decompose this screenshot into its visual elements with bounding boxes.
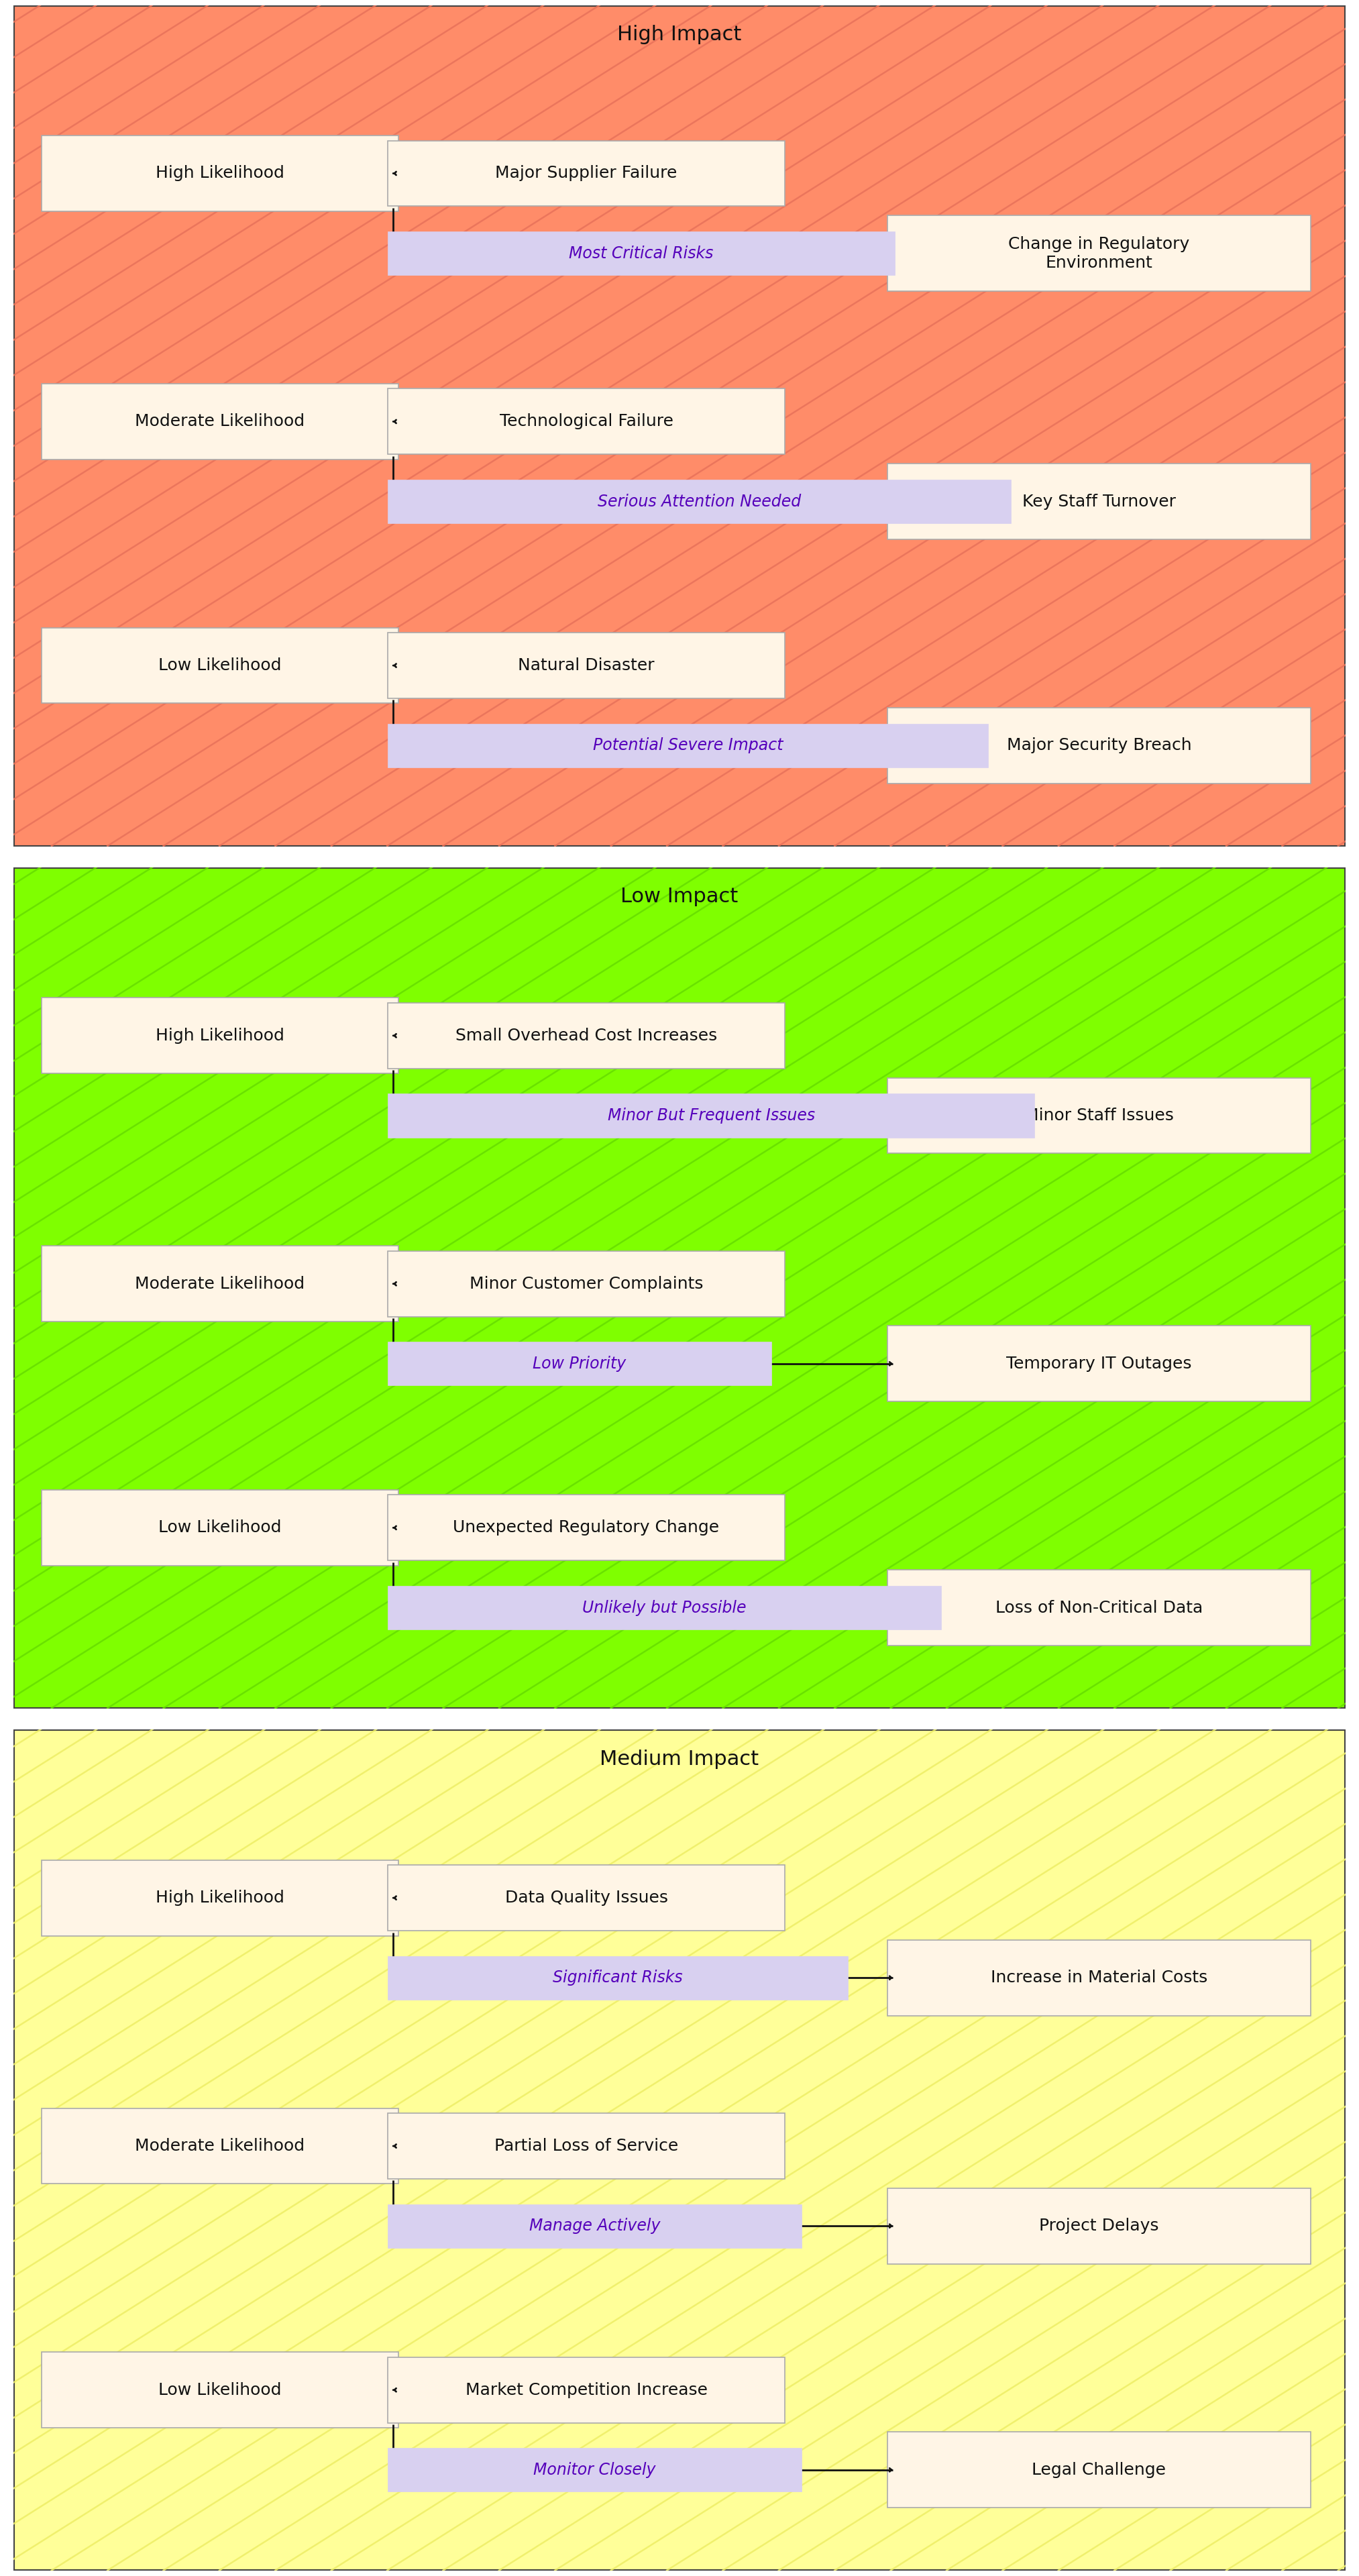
Text: Major Security Breach: Major Security Breach	[1007, 737, 1192, 752]
FancyBboxPatch shape	[887, 1569, 1311, 1646]
FancyBboxPatch shape	[387, 389, 784, 453]
Text: Unlikely but Possible: Unlikely but Possible	[583, 1600, 746, 1615]
FancyBboxPatch shape	[42, 629, 398, 703]
FancyBboxPatch shape	[387, 1587, 942, 1631]
FancyBboxPatch shape	[387, 2205, 802, 2249]
FancyBboxPatch shape	[387, 2357, 784, 2424]
FancyBboxPatch shape	[387, 1865, 784, 1929]
Text: Moderate Likelihood: Moderate Likelihood	[135, 415, 304, 430]
FancyBboxPatch shape	[887, 2187, 1311, 2264]
Text: Moderate Likelihood: Moderate Likelihood	[135, 1275, 304, 1291]
Text: Legal Challenge: Legal Challenge	[1031, 2463, 1166, 2478]
Text: Technological Failure: Technological Failure	[499, 415, 673, 430]
Text: Increase in Material Costs: Increase in Material Costs	[991, 1971, 1207, 1986]
FancyBboxPatch shape	[387, 479, 1011, 523]
Text: Low Likelihood: Low Likelihood	[159, 657, 281, 672]
Text: Serious Attention Needed: Serious Attention Needed	[598, 495, 802, 510]
FancyBboxPatch shape	[887, 1077, 1311, 1154]
FancyBboxPatch shape	[42, 1489, 398, 1566]
Text: High Impact: High Impact	[617, 26, 742, 44]
FancyBboxPatch shape	[387, 232, 894, 276]
FancyBboxPatch shape	[387, 724, 988, 768]
FancyBboxPatch shape	[14, 1728, 1345, 2571]
Text: High Likelihood: High Likelihood	[156, 1891, 284, 1906]
FancyBboxPatch shape	[42, 997, 398, 1074]
Text: Low Priority: Low Priority	[533, 1355, 626, 1373]
FancyBboxPatch shape	[387, 1342, 772, 1386]
FancyBboxPatch shape	[387, 1955, 848, 1999]
FancyBboxPatch shape	[387, 1252, 784, 1316]
Text: Significant Risks: Significant Risks	[553, 1971, 682, 1986]
FancyBboxPatch shape	[387, 142, 784, 206]
Text: Low Likelihood: Low Likelihood	[159, 2383, 281, 2398]
Text: Data Quality Issues: Data Quality Issues	[504, 1891, 667, 1906]
Text: Monitor Closely: Monitor Closely	[533, 2463, 656, 2478]
FancyBboxPatch shape	[387, 634, 784, 698]
Text: Most Critical Risks: Most Critical Risks	[569, 245, 713, 260]
FancyBboxPatch shape	[887, 1940, 1311, 2014]
FancyBboxPatch shape	[887, 708, 1311, 783]
Text: Key Staff Turnover: Key Staff Turnover	[1022, 495, 1176, 510]
Text: Market Competition Increase: Market Competition Increase	[465, 2383, 707, 2398]
Text: Low Likelihood: Low Likelihood	[159, 1520, 281, 1535]
FancyBboxPatch shape	[42, 137, 398, 211]
FancyBboxPatch shape	[42, 1247, 398, 1321]
FancyBboxPatch shape	[887, 2432, 1311, 2509]
Text: Minor Customer Complaints: Minor Customer Complaints	[469, 1275, 703, 1291]
Text: Moderate Likelihood: Moderate Likelihood	[135, 2138, 304, 2154]
Text: Change in Regulatory
Environment: Change in Regulatory Environment	[1008, 237, 1189, 270]
Text: Low Impact: Low Impact	[621, 886, 738, 907]
Text: Major Supplier Failure: Major Supplier Failure	[495, 165, 677, 180]
FancyBboxPatch shape	[387, 2447, 802, 2491]
Text: Manage Actively: Manage Actively	[529, 2218, 660, 2233]
Text: Medium Impact: Medium Impact	[599, 1749, 760, 1770]
FancyBboxPatch shape	[14, 5, 1345, 848]
FancyBboxPatch shape	[887, 464, 1311, 538]
FancyBboxPatch shape	[42, 2107, 398, 2184]
FancyBboxPatch shape	[387, 2112, 784, 2179]
FancyBboxPatch shape	[42, 1860, 398, 1935]
Text: Loss of Non-Critical Data: Loss of Non-Critical Data	[995, 1600, 1203, 1615]
Text: Minor Staff Issues: Minor Staff Issues	[1025, 1108, 1174, 1123]
FancyBboxPatch shape	[14, 868, 1345, 1708]
Text: High Likelihood: High Likelihood	[156, 165, 284, 180]
Text: Temporary IT Outages: Temporary IT Outages	[1006, 1355, 1192, 1373]
FancyBboxPatch shape	[387, 1002, 784, 1069]
Text: Partial Loss of Service: Partial Loss of Service	[495, 2138, 678, 2154]
FancyBboxPatch shape	[887, 216, 1311, 291]
FancyBboxPatch shape	[42, 2352, 398, 2427]
Text: Potential Severe Impact: Potential Severe Impact	[593, 737, 783, 752]
Text: High Likelihood: High Likelihood	[156, 1028, 284, 1043]
FancyBboxPatch shape	[887, 1327, 1311, 1401]
Text: Natural Disaster: Natural Disaster	[518, 657, 655, 672]
Text: Minor But Frequent Issues: Minor But Frequent Issues	[607, 1108, 815, 1123]
FancyBboxPatch shape	[387, 1095, 1034, 1139]
Text: Small Overhead Cost Increases: Small Overhead Cost Increases	[455, 1028, 718, 1043]
FancyBboxPatch shape	[42, 384, 398, 459]
FancyBboxPatch shape	[387, 1494, 784, 1561]
Text: Project Delays: Project Delays	[1040, 2218, 1159, 2233]
Text: Unexpected Regulatory Change: Unexpected Regulatory Change	[453, 1520, 719, 1535]
